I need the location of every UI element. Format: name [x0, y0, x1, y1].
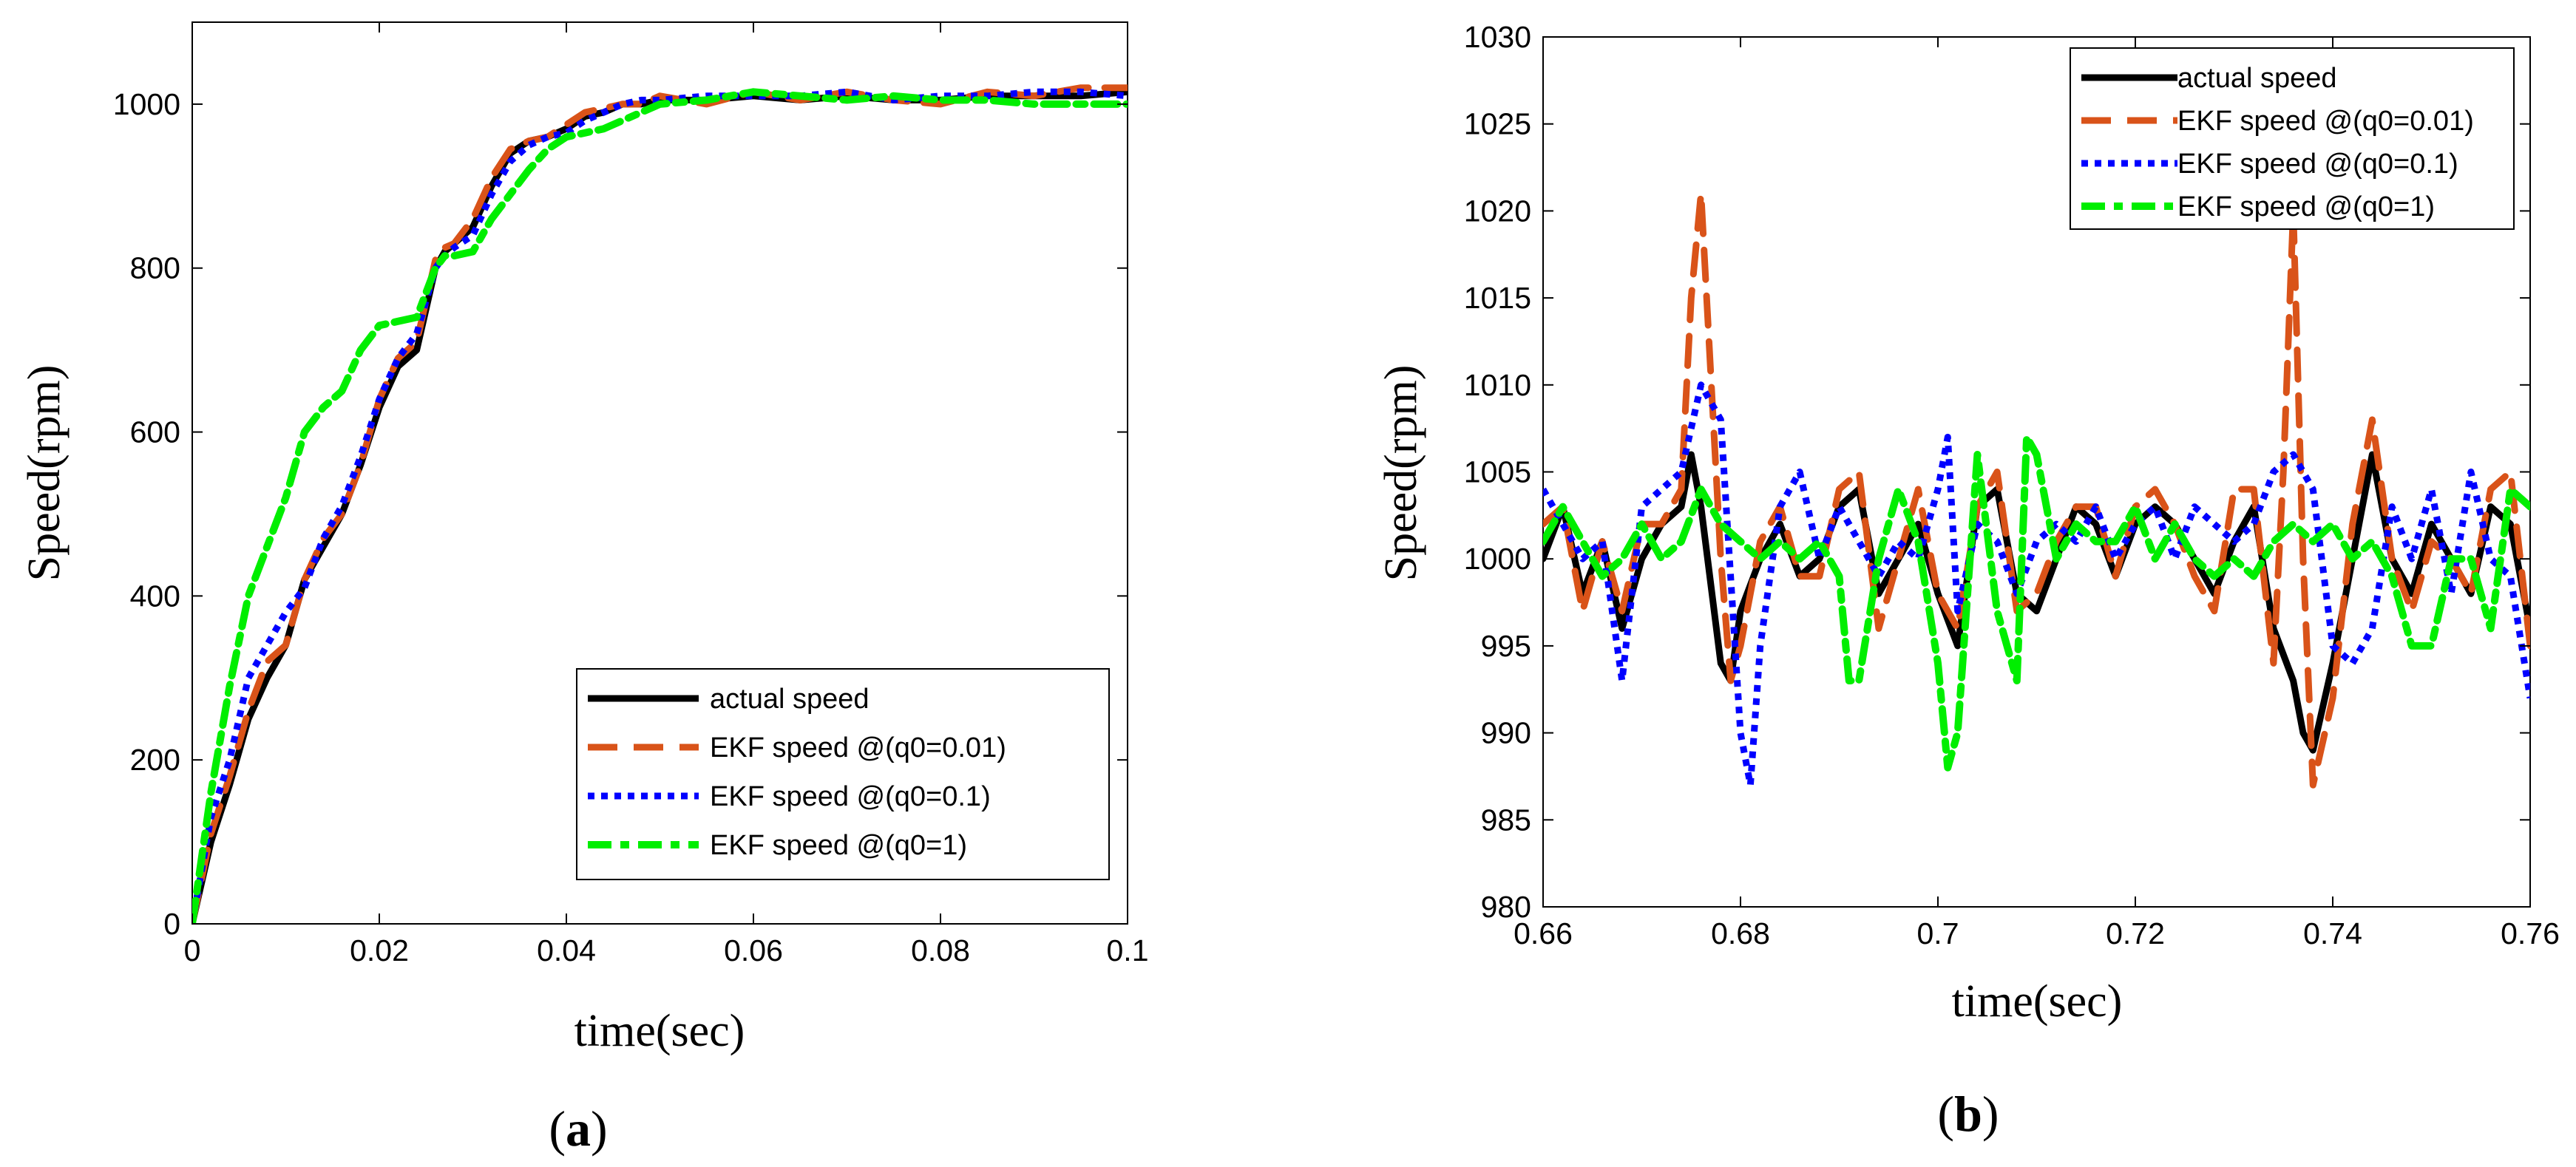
y-tick-label-a: 800 [130, 251, 180, 285]
y-tick-label-b: 1020 [1464, 194, 1531, 228]
y-tick-label-a: 1000 [113, 87, 180, 121]
legend-label-b-3: EKF speed @(q0=1) [2177, 191, 2435, 222]
x-axis-ticks-a: 0 0.02 0.04 0.06 0.08 0.1 [184, 22, 1149, 967]
x-axis-label-a: time(sec) [574, 1006, 745, 1056]
y-axis-ticks-b: 980 985 990 995 1000 1005 1010 1015 1020 1025 1030 [1464, 20, 2530, 924]
series-line-a-2 [192, 88, 1128, 924]
legend-label-b-0: actual speed [2177, 63, 2337, 94]
x-tick-label-a: 0.04 [537, 933, 596, 967]
y-tick-label-b: 985 [1481, 803, 1531, 837]
x-tick-label-a: 0.02 [350, 933, 409, 967]
y-tick-label-a: 400 [130, 579, 180, 613]
y-tick-label-a: 0 [163, 907, 180, 941]
series-line-b-3 [1543, 433, 2530, 772]
x-tick-label-b: 0.72 [2106, 916, 2165, 950]
legend-label-b-1: EKF speed @(q0=0.01) [2177, 106, 2474, 137]
y-tick-label-a: 200 [130, 743, 180, 777]
x-tick-label-b: 0.66 [1514, 916, 1573, 950]
panel-label-a: (a) [549, 1100, 607, 1157]
x-tick-label-a: 0.08 [911, 933, 970, 967]
x-tick-label-a: 0.06 [724, 933, 783, 967]
legend-label-a-1: EKF speed @(q0=0.01) [710, 732, 1006, 763]
chart-panel-a: 0 0.02 0.04 0.06 0.08 0.1 0 200 400 600 800 1000 t… [19, 21, 1149, 1157]
y-tick-label-b: 995 [1481, 629, 1531, 663]
y-tick-label-a: 600 [130, 415, 180, 449]
series-line-a-1 [192, 84, 1128, 924]
legend-a: actual speed EKF speed @(q0=0.01) EKF spee… [576, 668, 1110, 880]
y-tick-label-b: 1000 [1464, 542, 1531, 576]
legend-box-a [576, 668, 1110, 880]
y-tick-label-b: 1030 [1464, 20, 1531, 54]
x-tick-label-b: 0.7 [1917, 916, 1959, 950]
y-axis-label-b: Speed(rpm) [1376, 365, 1426, 582]
legend-label-a-3: EKF speed @(q0=1) [710, 830, 967, 861]
x-tick-label-b: 0.74 [2303, 916, 2362, 950]
x-tick-label-a: 0 [184, 933, 201, 967]
panel-label-b-letter: b [1954, 1086, 1982, 1142]
y-tick-label-b: 1015 [1464, 281, 1531, 315]
panel-label-a-open: ( [549, 1100, 566, 1157]
x-tick-label-b: 0.68 [1711, 916, 1770, 950]
series-line-a-3 [192, 88, 1128, 924]
panel-label-b-open: ( [1937, 1086, 1954, 1142]
x-tick-label-a: 0.1 [1107, 933, 1149, 967]
panel-label-a-close: ) [591, 1100, 608, 1157]
y-tick-label-b: 1010 [1464, 368, 1531, 402]
y-tick-label-b: 1025 [1464, 107, 1531, 141]
x-axis-label-b: time(sec) [1952, 976, 2123, 1027]
panel-label-a-letter: a [566, 1100, 591, 1157]
legend-label-a-2: EKF speed @(q0=0.1) [710, 781, 991, 812]
y-tick-label-b: 1005 [1464, 455, 1531, 489]
y-tick-label-b: 990 [1481, 716, 1531, 750]
panel-label-b-close: ) [1982, 1086, 1999, 1142]
panel-label-b: (b) [1937, 1086, 1999, 1142]
x-tick-label-b: 0.76 [2501, 916, 2560, 950]
y-axis-label-a: Speed(rpm) [19, 365, 70, 582]
legend-label-b-2: EKF speed @(q0=0.1) [2177, 149, 2458, 180]
series-line-b-1 [1543, 190, 2530, 789]
legend-b: actual speed EKF speed @(q0=0.01) EKF spee… [2070, 47, 2515, 230]
y-tick-label-b: 980 [1481, 890, 1531, 924]
y-axis-ticks-a: 0 200 400 600 800 1000 [113, 87, 1128, 941]
x-axis-ticks-b: 0.66 0.68 0.7 0.72 0.74 0.76 [1514, 37, 2560, 950]
series-group-a [192, 84, 1128, 924]
legend-label-a-0: actual speed [710, 684, 870, 715]
chart-panel-b: 0.66 0.68 0.7 0.72 0.74 0.76 980 985 990 995 1000… [1376, 20, 2560, 1142]
series-group-b [1543, 190, 2530, 789]
